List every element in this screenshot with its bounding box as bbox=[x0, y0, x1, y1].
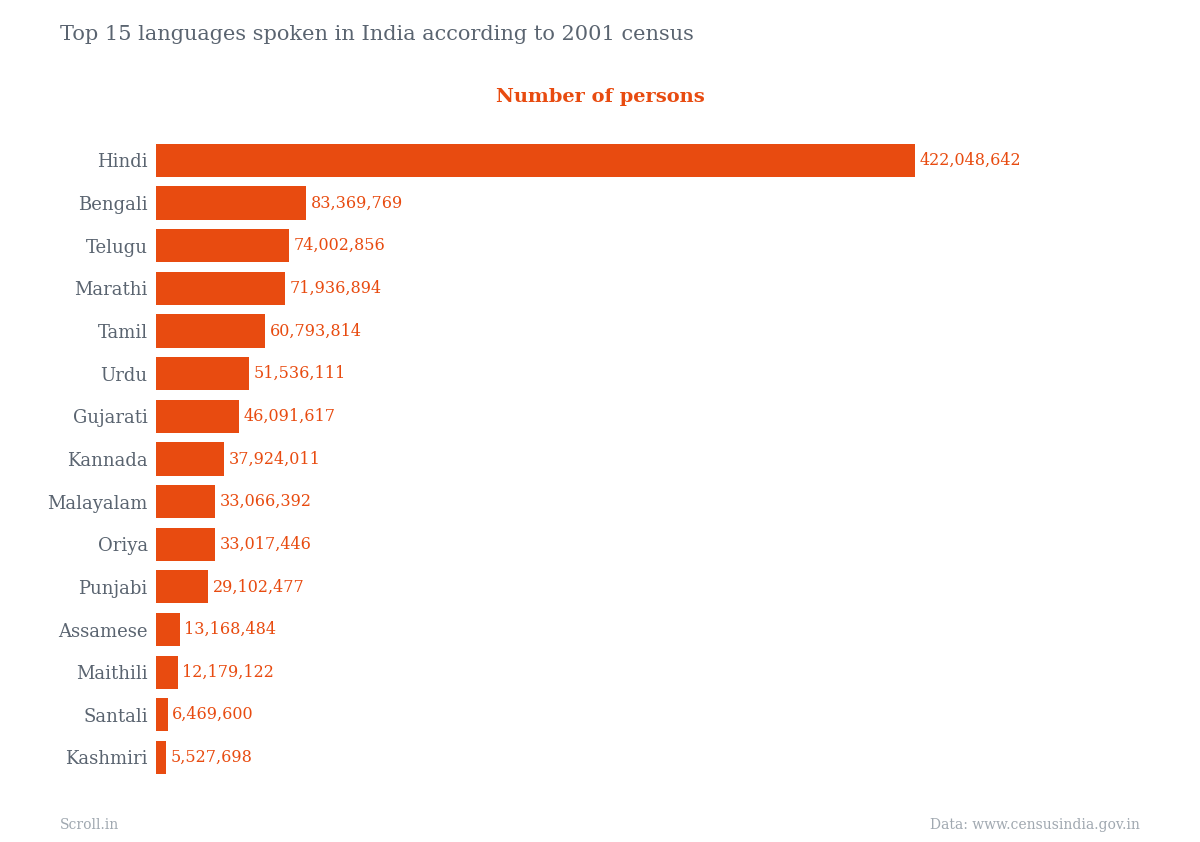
Text: 6,469,600: 6,469,600 bbox=[172, 706, 254, 723]
Text: Scroll.in: Scroll.in bbox=[60, 818, 119, 832]
Text: 12,179,122: 12,179,122 bbox=[182, 663, 275, 680]
Text: 5,527,698: 5,527,698 bbox=[170, 749, 252, 766]
Bar bbox=[156, 272, 286, 305]
Bar bbox=[156, 442, 224, 476]
Bar bbox=[156, 400, 239, 433]
Bar bbox=[156, 613, 180, 646]
Text: Number of persons: Number of persons bbox=[496, 88, 704, 106]
Text: 33,017,446: 33,017,446 bbox=[220, 536, 312, 552]
Bar bbox=[156, 698, 168, 732]
Text: 51,536,111: 51,536,111 bbox=[253, 365, 346, 382]
Bar bbox=[156, 570, 209, 604]
Text: 13,168,484: 13,168,484 bbox=[185, 621, 276, 638]
Text: 83,369,769: 83,369,769 bbox=[311, 195, 403, 211]
Bar bbox=[156, 357, 248, 390]
Bar bbox=[156, 314, 265, 348]
Bar bbox=[156, 485, 216, 518]
Text: 33,066,392: 33,066,392 bbox=[220, 493, 312, 510]
Text: 422,048,642: 422,048,642 bbox=[919, 152, 1021, 168]
Text: Data: www.censusindia.gov.in: Data: www.censusindia.gov.in bbox=[930, 818, 1140, 832]
Bar bbox=[156, 186, 306, 220]
Bar bbox=[156, 656, 178, 689]
Bar bbox=[156, 741, 166, 774]
Text: 71,936,894: 71,936,894 bbox=[290, 280, 382, 296]
Text: 46,091,617: 46,091,617 bbox=[244, 408, 336, 424]
Text: 60,793,814: 60,793,814 bbox=[270, 322, 362, 339]
Text: 74,002,856: 74,002,856 bbox=[294, 237, 385, 254]
Text: 37,924,011: 37,924,011 bbox=[229, 450, 320, 467]
Text: Top 15 languages spoken in India according to 2001 census: Top 15 languages spoken in India accordi… bbox=[60, 25, 694, 45]
Text: 29,102,477: 29,102,477 bbox=[212, 578, 305, 595]
Bar bbox=[156, 229, 289, 262]
Bar bbox=[156, 144, 914, 177]
Bar bbox=[156, 528, 215, 561]
